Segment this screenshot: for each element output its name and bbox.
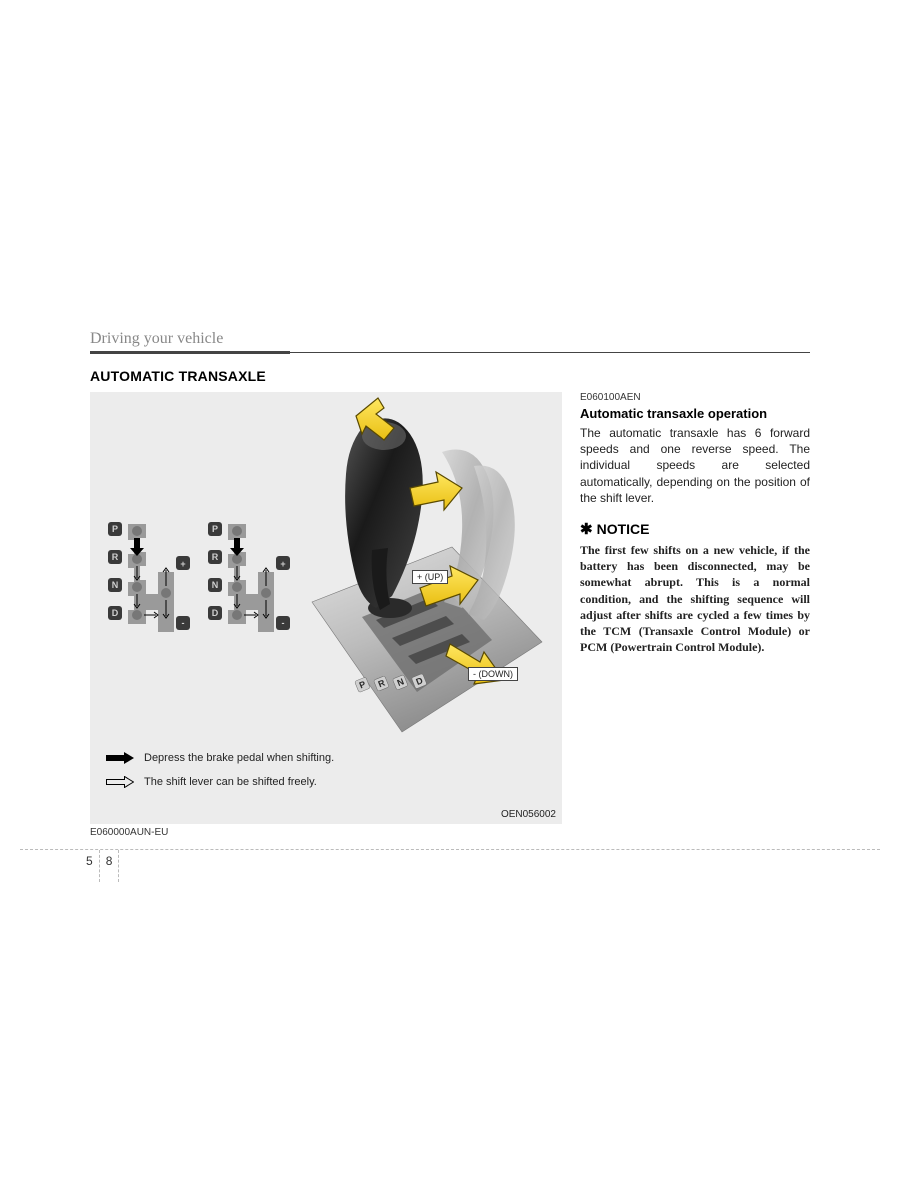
chapter-header: Driving your vehicle [90, 330, 810, 351]
image-code-below: E060000AUN-EU [90, 827, 562, 838]
outline-arrow-icon [106, 776, 134, 788]
label-down: - (DOWN) [468, 667, 518, 681]
body-paragraph: The automatic transaxle has 6 forward sp… [580, 425, 810, 506]
transaxle-diagram: P R N D + - [90, 392, 562, 824]
page-footer: 5 8 [20, 849, 880, 879]
diagram-legend: Depress the brake pedal when shifting. T… [106, 746, 334, 794]
legend-solid-text: Depress the brake pedal when shifting. [144, 752, 334, 764]
legend-outline-text: The shift lever can be shifted freely. [144, 776, 317, 788]
label-up: + (UP) [412, 570, 448, 584]
chapter-rule [90, 351, 810, 354]
solid-arrow-icon [106, 752, 134, 764]
image-code: OEN056002 [501, 809, 556, 820]
subsection-heading: Automatic transaxle operation [580, 406, 810, 421]
footer-page: 8 [99, 850, 120, 882]
notice-body: The first few shifts on a new vehicle, i… [580, 542, 810, 655]
notice-heading-text: NOTICE [597, 521, 650, 537]
notice-star-icon: ✱ [580, 521, 593, 538]
footer-chapter: 5 [80, 850, 99, 882]
shift-gate-schematic: P R N D + - [102, 516, 312, 676]
notice-heading: ✱NOTICE [580, 520, 810, 538]
section-title: AUTOMATIC TRANSAXLE [90, 368, 810, 384]
reference-code: E060100AEN [580, 392, 810, 403]
